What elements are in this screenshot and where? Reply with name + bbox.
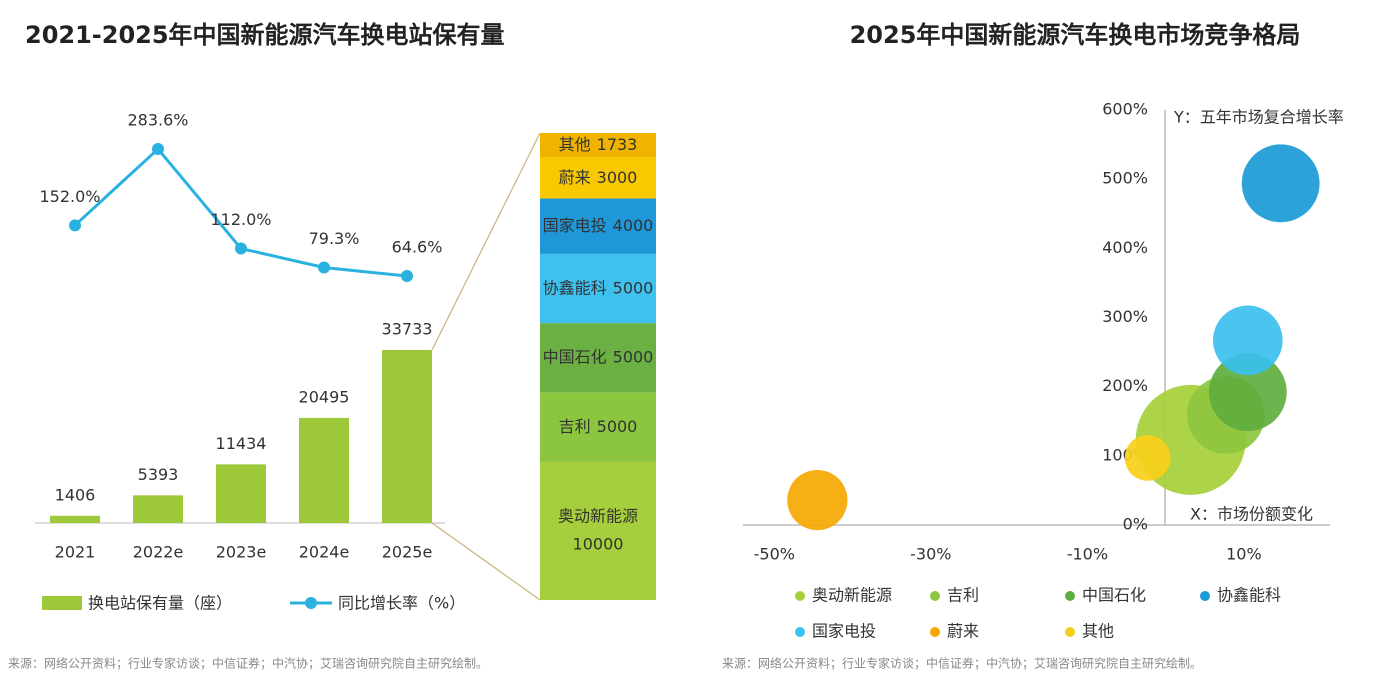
x-tick-label: 2022e — [133, 543, 184, 562]
legend-swatch — [1065, 627, 1075, 637]
x-tick-label: -30% — [910, 545, 951, 564]
segment-name: 吉利 — [559, 416, 591, 435]
breakdown-segment — [540, 461, 656, 600]
bubble — [1241, 144, 1320, 223]
segment-value: 3000 — [597, 167, 638, 186]
growth-point — [401, 270, 413, 283]
bar — [299, 417, 349, 523]
y-tick-label: 600% — [1102, 100, 1148, 119]
segment-label: 吉利 5000 — [559, 416, 638, 435]
x-tick-label: -10% — [1067, 545, 1108, 564]
segment-label: 协鑫能科 5000 — [543, 278, 654, 297]
growth-point — [235, 242, 247, 255]
legend-label: 协鑫能科 — [1217, 586, 1281, 605]
y-tick-label: 200% — [1102, 376, 1148, 395]
x-tick-label: 10% — [1226, 545, 1262, 564]
bubble — [1208, 353, 1287, 432]
legend-label: 国家电投 — [812, 622, 876, 641]
segment-value: 5000 — [613, 347, 654, 366]
growth-point — [318, 261, 330, 274]
legend-label: 同比增长率（%） — [338, 594, 465, 613]
chart-title: 2025年中国新能源汽车换电市场竞争格局 — [850, 21, 1301, 49]
growth-point — [152, 143, 164, 155]
y-tick-label: 500% — [1102, 169, 1148, 188]
bubble — [787, 469, 848, 531]
segment-value: 1733 — [597, 134, 638, 153]
x-tick-label: 2023e — [216, 543, 267, 562]
segment-name: 中国石化 — [543, 347, 607, 366]
bubble — [1213, 305, 1283, 376]
segment-label: 中国石化 5000 — [543, 347, 654, 366]
growth-label: 112.0% — [210, 210, 271, 229]
chart-title: 2021-2025年中国新能源汽车换电站保有量 — [25, 21, 505, 49]
legend-swatch — [930, 591, 940, 601]
y-tick-label: 400% — [1102, 238, 1148, 257]
bar — [133, 495, 183, 523]
connector — [431, 132, 541, 351]
segment-name: 奥动新能源 — [558, 506, 638, 525]
segment-name: 蔚来 — [559, 167, 591, 186]
legend-swatch — [795, 627, 805, 637]
bar-value-label: 20495 — [299, 387, 350, 406]
x-tick-label: 2024e — [299, 543, 350, 562]
bubble — [1124, 435, 1171, 481]
bar — [382, 350, 432, 523]
breakdown-segment — [540, 323, 656, 393]
legend-swatch — [1200, 591, 1210, 601]
breakdown-segment — [540, 253, 656, 324]
bar-value-label: 1406 — [55, 485, 96, 504]
bar-value-label: 33733 — [382, 320, 433, 339]
legend-swatch — [305, 597, 317, 609]
x-axis-label: X：市场份额变化 — [1190, 505, 1313, 524]
legend-label: 奥动新能源 — [812, 586, 892, 605]
connector — [431, 522, 541, 601]
growth-label: 79.3% — [309, 229, 360, 248]
bar — [216, 464, 266, 523]
growth-label: 152.0% — [39, 187, 100, 206]
breakdown-segment — [540, 133, 656, 157]
legend-label: 换电站保有量（座） — [88, 594, 232, 613]
source-note: 来源：网络公开资料；行业专家访谈；中信证券；中汽协；艾瑞咨询研究院自主研究绘制。 — [8, 656, 488, 671]
growth-label: 283.6% — [127, 111, 188, 130]
y-axis-label: Y：五年市场复合增长率 — [1173, 108, 1344, 127]
segment-value: 4000 — [613, 216, 654, 235]
segment-name: 其他 — [559, 134, 591, 153]
breakdown-segment — [540, 392, 656, 462]
growth-label: 64.6% — [392, 238, 443, 257]
legend-swatch — [795, 591, 805, 601]
y-tick-label: 300% — [1102, 307, 1148, 326]
segment-value: 5000 — [613, 278, 654, 297]
bar-value-label: 11434 — [216, 434, 267, 453]
source-note: 来源：网络公开资料；行业专家访谈；中信证券；中汽协；艾瑞咨询研究院自主研究绘制。 — [722, 656, 1202, 671]
legend-swatch — [42, 596, 82, 610]
segment-value: 10000 — [573, 534, 624, 553]
segment-value: 5000 — [597, 416, 638, 435]
legend-swatch — [1065, 591, 1075, 601]
legend-label: 中国石化 — [1082, 586, 1146, 605]
breakdown-segment — [540, 198, 656, 254]
x-tick-label: 2021 — [55, 543, 96, 562]
legend-swatch — [930, 627, 940, 637]
segment-name: 协鑫能科 — [543, 278, 607, 297]
segment-name: 国家电投 — [543, 216, 607, 235]
bar — [50, 515, 100, 523]
segment-label: 其他 1733 — [559, 134, 638, 153]
legend-label: 其他 — [1082, 622, 1114, 641]
segment-label: 蔚来 3000 — [559, 167, 638, 186]
x-tick-label: 2025e — [382, 543, 433, 562]
breakdown-segment — [540, 156, 656, 199]
segment-label: 国家电投 4000 — [543, 216, 654, 235]
legend-label: 吉利 — [947, 586, 979, 605]
y-tick-label: 0% — [1123, 515, 1148, 534]
bar-value-label: 5393 — [138, 465, 179, 484]
legend-label: 蔚来 — [947, 622, 979, 641]
growth-point — [69, 219, 81, 232]
x-tick-label: -50% — [754, 545, 795, 564]
